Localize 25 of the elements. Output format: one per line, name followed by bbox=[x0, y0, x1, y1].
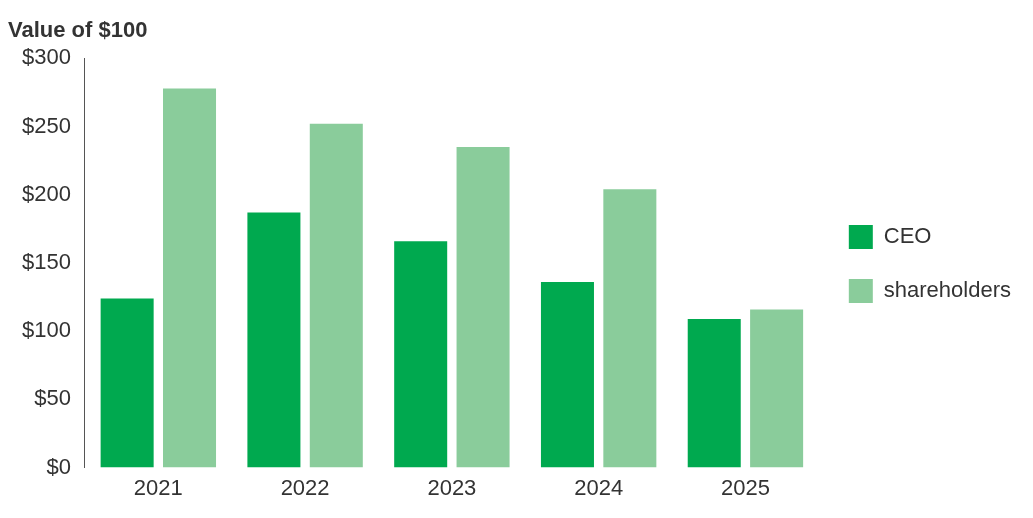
legend-label: CEO bbox=[883, 223, 932, 249]
legend-label: shareholders bbox=[883, 277, 1011, 303]
bar bbox=[247, 212, 301, 468]
x-tick-label: 2025 bbox=[720, 474, 770, 500]
bar bbox=[603, 189, 657, 468]
bar bbox=[163, 88, 217, 468]
y-tick-label: $150 bbox=[21, 249, 71, 275]
x-tick-label: 2023 bbox=[427, 474, 477, 500]
y-tick-label: $50 bbox=[34, 385, 71, 411]
y-tick-label: $100 bbox=[21, 317, 71, 343]
y-tick-label: $300 bbox=[21, 44, 71, 70]
y-tick-label: $200 bbox=[21, 180, 71, 206]
bar bbox=[309, 123, 363, 468]
y-tick-label: $250 bbox=[21, 112, 71, 138]
bar bbox=[540, 282, 594, 468]
y-tick-label: $0 bbox=[46, 453, 71, 479]
x-tick-label: 2022 bbox=[280, 474, 330, 500]
bar bbox=[100, 298, 154, 468]
bar bbox=[394, 241, 448, 468]
x-tick-label: 2021 bbox=[133, 474, 183, 500]
bar bbox=[687, 318, 741, 468]
bar bbox=[750, 309, 804, 468]
x-tick-label: 2024 bbox=[574, 474, 624, 500]
bar bbox=[456, 147, 510, 468]
y-axis-title: Value of $100 bbox=[8, 17, 148, 43]
